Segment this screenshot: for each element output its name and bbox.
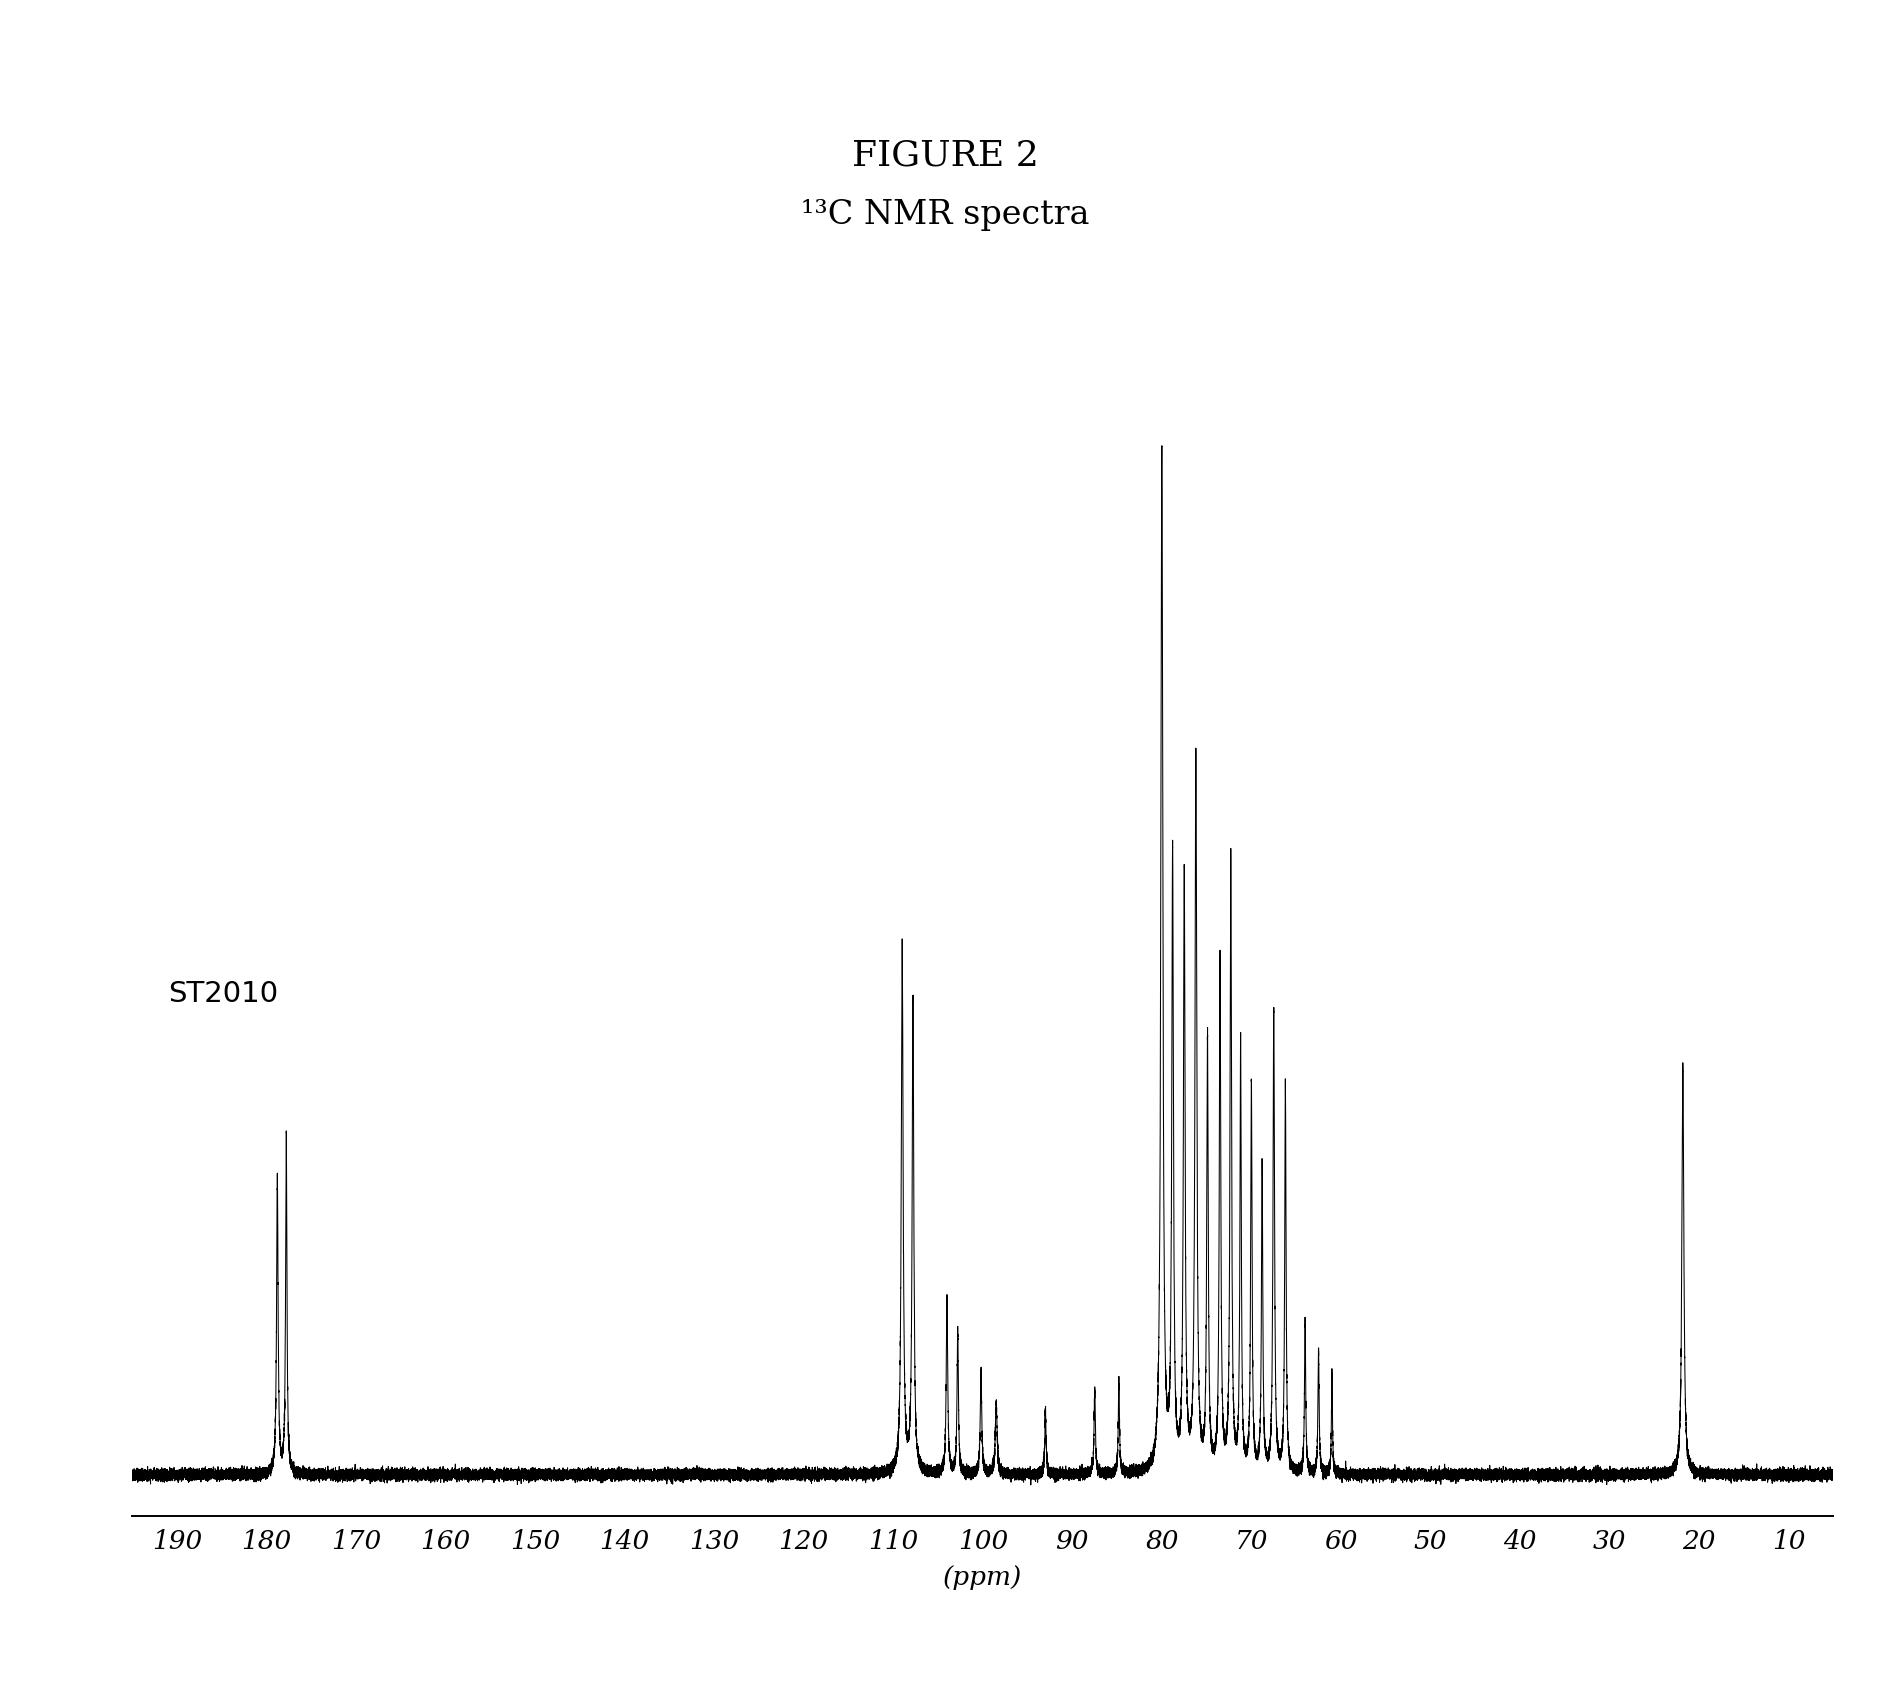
Text: FIGURE 2: FIGURE 2 (852, 138, 1037, 172)
Text: (ppm): (ppm) (943, 1564, 1022, 1590)
Text: ¹³C NMR spectra: ¹³C NMR spectra (801, 199, 1088, 231)
Text: ST2010: ST2010 (168, 980, 278, 1009)
